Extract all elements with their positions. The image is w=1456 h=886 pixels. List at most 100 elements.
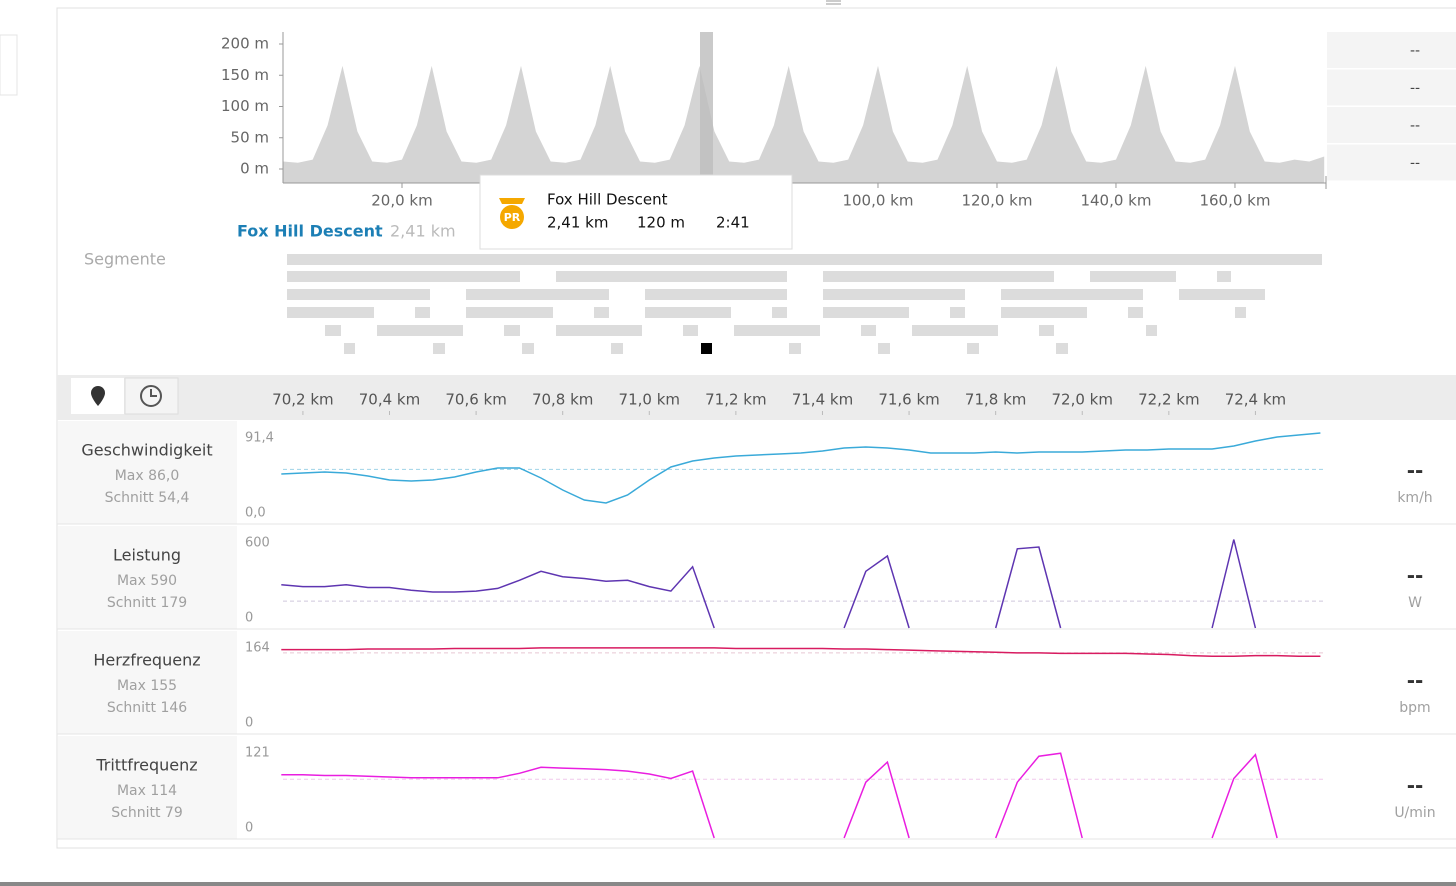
segment-bar xyxy=(1235,307,1246,318)
stream-current: -- xyxy=(1407,564,1424,588)
x-tick-label: 71,8 km xyxy=(965,391,1026,409)
bottom-bar xyxy=(0,882,1456,886)
stream-max: Max 590 xyxy=(117,573,177,589)
segment-bar xyxy=(556,325,642,336)
stream-avg: Schnitt 146 xyxy=(107,700,187,716)
segment-bar xyxy=(823,307,909,318)
segment-bar xyxy=(1128,307,1143,318)
segment-bar xyxy=(1217,271,1231,282)
y-tick-label: 164 xyxy=(245,641,270,656)
tooltip-distance: 2,41 km xyxy=(547,214,608,232)
segment-bar xyxy=(556,271,787,282)
segment-bar xyxy=(287,271,520,282)
segment-bar xyxy=(950,307,965,318)
segment-bar xyxy=(287,307,374,318)
pin-icon xyxy=(91,386,105,406)
y-tick-label: 50 m xyxy=(231,128,269,146)
stream-unit: km/h xyxy=(1397,490,1432,506)
y-tick-label: 0 xyxy=(245,611,253,626)
x-tick-label: 100,0 km xyxy=(842,192,913,210)
label-cell xyxy=(58,631,237,734)
segment-bar xyxy=(287,254,1322,265)
y-tick-label: 100 m xyxy=(221,97,269,115)
x-tick-label: 160,0 km xyxy=(1199,192,1270,210)
y-tick-label: 0,0 xyxy=(245,506,266,521)
badge xyxy=(500,205,524,229)
label-cell xyxy=(58,526,237,629)
stream-name: Geschwindigkeit xyxy=(81,441,212,460)
y-tick-label: 200 m xyxy=(221,35,269,53)
stream-max: Max 86,0 xyxy=(115,468,180,484)
stream-avg: Schnitt 79 xyxy=(111,805,182,821)
x-tick-label: 70,8 km xyxy=(532,391,593,409)
stream-unit: W xyxy=(1408,595,1422,611)
segment-bar xyxy=(325,325,341,336)
tooltip: PR Fox Hill Descent 2,41 km 120 m 2:41 xyxy=(479,174,793,250)
segment-bar xyxy=(734,325,820,336)
stream-unit: bpm xyxy=(1399,700,1430,716)
x-tick-label: 70,6 km xyxy=(445,391,506,409)
segment-bar xyxy=(415,307,430,318)
segment-bar xyxy=(522,343,534,354)
drag-handle[interactable] xyxy=(826,0,841,5)
segment-bar xyxy=(594,307,609,318)
y-tick-label: 0 m xyxy=(240,160,269,178)
side-value: -- xyxy=(1410,118,1420,134)
x-tick-label: 72,4 km xyxy=(1225,391,1286,409)
segment-bar xyxy=(504,325,520,336)
x-tick-label: 71,0 km xyxy=(619,391,680,409)
stream-line xyxy=(281,432,1321,504)
side-cell xyxy=(1327,69,1456,106)
segment-bar xyxy=(878,343,890,354)
segment-bar xyxy=(611,343,623,354)
x-tick-label: 120,0 km xyxy=(961,192,1032,210)
tooltip-box xyxy=(479,174,793,250)
side-value: -- xyxy=(1410,43,1420,59)
segment-bar xyxy=(772,307,787,318)
segment-bar xyxy=(287,289,430,300)
segment-bar xyxy=(466,307,553,318)
stream-max: Max 155 xyxy=(117,678,177,694)
side-cell xyxy=(1327,144,1456,181)
segment-bar xyxy=(433,343,445,354)
stream-name: Leistung xyxy=(113,546,181,565)
segment-bar xyxy=(645,289,787,300)
stream-line xyxy=(281,752,1278,839)
x-tick-label: 70,2 km xyxy=(272,391,333,409)
side-box xyxy=(0,34,18,96)
badge-label: PR xyxy=(504,211,521,224)
stream-current: -- xyxy=(1407,774,1424,798)
segment-bar xyxy=(823,271,1054,282)
stream-name: Herzfrequenz xyxy=(93,651,200,670)
y-tick-label: 150 m xyxy=(221,66,269,84)
segment-bar xyxy=(1039,325,1054,336)
badge-ribbon xyxy=(499,198,525,204)
segment-name[interactable]: Fox Hill Descent xyxy=(237,222,383,241)
stream-line xyxy=(281,539,1257,629)
x-tick-label: 72,2 km xyxy=(1138,391,1199,409)
x-tick-label: 20,0 km xyxy=(371,192,432,210)
segment-bar xyxy=(912,325,998,336)
label-cell xyxy=(58,421,237,524)
stream-max: Max 114 xyxy=(117,783,177,799)
tooltip-time: 2:41 xyxy=(716,214,750,232)
tab-bar xyxy=(57,375,1456,420)
stream-name: Trittfrequenz xyxy=(95,756,197,775)
x-tick-label: 140,0 km xyxy=(1080,192,1151,210)
segment-bar xyxy=(344,343,355,354)
x-tick-label: 70,4 km xyxy=(359,391,420,409)
tooltip-elevation: 120 m xyxy=(637,214,685,232)
y-tick-label: 0 xyxy=(245,821,253,836)
segment-distance: 2,41 km xyxy=(390,222,456,241)
side-value: -- xyxy=(1410,81,1420,97)
tooltip-name: Fox Hill Descent xyxy=(547,191,668,209)
stream-line xyxy=(281,647,1321,657)
segment-bar xyxy=(377,325,463,336)
stream-avg: Schnitt 179 xyxy=(107,595,187,611)
y-tick-label: 0 xyxy=(245,716,253,731)
side-cell xyxy=(1327,32,1456,68)
elevation-area xyxy=(283,65,1325,183)
segment-bar xyxy=(823,289,965,300)
segment-bar xyxy=(789,343,801,354)
